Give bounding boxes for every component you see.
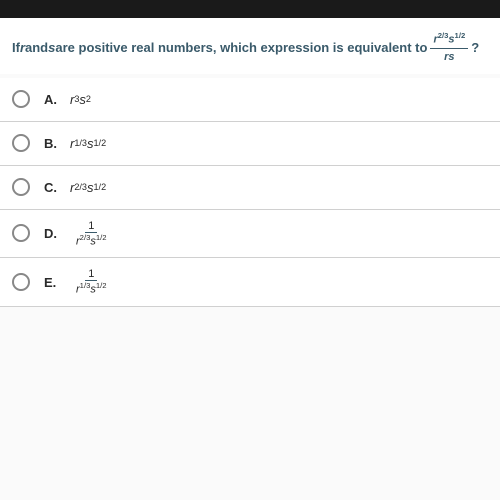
radio-icon[interactable] xyxy=(12,90,30,108)
question-fraction: r2/3s1/2 rs xyxy=(430,30,468,66)
option-content: r1/3s1/2 xyxy=(70,136,106,151)
fraction-denominator: r1/3s1/2 xyxy=(73,281,110,296)
r-exp: 1/3 xyxy=(74,138,87,148)
option-d[interactable]: D. 1 r2/3s1/2 xyxy=(0,210,500,259)
option-e[interactable]: E. 1 r1/3s1/2 xyxy=(0,258,500,307)
s-exp: 2 xyxy=(86,94,91,104)
question-text: If r and s are positive real numbers, wh… xyxy=(12,30,492,66)
option-label: B. xyxy=(44,136,62,151)
radio-icon[interactable] xyxy=(12,134,30,152)
quiz-container: If r and s are positive real numbers, wh… xyxy=(0,0,500,500)
question-area: If r and s are positive real numbers, wh… xyxy=(0,18,500,74)
s-exp: 1/2 xyxy=(96,281,107,290)
option-label: C. xyxy=(44,180,62,195)
option-content: r3s2 xyxy=(70,92,91,107)
option-a[interactable]: A. r3s2 xyxy=(0,78,500,122)
fraction-numerator: 1 xyxy=(85,268,97,281)
fraction-denominator: r2/3s1/2 xyxy=(73,233,110,248)
question-mid1: and xyxy=(25,38,48,58)
s-exp: 1/2 xyxy=(96,233,107,242)
r-exp: 2/3 xyxy=(438,31,449,40)
option-fraction: 1 r1/3s1/2 xyxy=(73,268,110,296)
s-exp: 1/2 xyxy=(455,31,466,40)
option-content: 1 r2/3s1/2 xyxy=(70,220,113,248)
question-prefix: If xyxy=(12,38,20,58)
s-exp: 1/2 xyxy=(94,182,107,192)
fraction-numerator: 1 xyxy=(85,220,97,233)
radio-icon[interactable] xyxy=(12,273,30,291)
question-suffix: ? xyxy=(471,38,479,58)
r-exp: 2/3 xyxy=(74,182,87,192)
question-fraction-numerator: r2/3s1/2 xyxy=(430,30,468,49)
radio-icon[interactable] xyxy=(12,224,30,242)
option-label: D. xyxy=(44,226,62,241)
option-b[interactable]: B. r1/3s1/2 xyxy=(0,122,500,166)
option-label: A. xyxy=(44,92,62,107)
option-label: E. xyxy=(44,275,62,290)
top-bar xyxy=(0,0,500,18)
option-content: r2/3s1/2 xyxy=(70,180,106,195)
radio-icon[interactable] xyxy=(12,178,30,196)
s-exp: 1/2 xyxy=(94,138,107,148)
option-content: 1 r1/3s1/2 xyxy=(70,268,113,296)
question-fraction-denominator: rs xyxy=(441,49,457,66)
option-fraction: 1 r2/3s1/2 xyxy=(73,220,110,248)
options-list: A. r3s2 B. r1/3s1/2 C. r2/3s1/2 D. 1 xyxy=(0,78,500,307)
question-mid2: are positive real numbers, which express… xyxy=(55,38,427,58)
r-exp: 2/3 xyxy=(80,233,91,242)
question-var-s: s xyxy=(48,38,55,58)
r-exp: 1/3 xyxy=(80,281,91,290)
option-c[interactable]: C. r2/3s1/2 xyxy=(0,166,500,210)
